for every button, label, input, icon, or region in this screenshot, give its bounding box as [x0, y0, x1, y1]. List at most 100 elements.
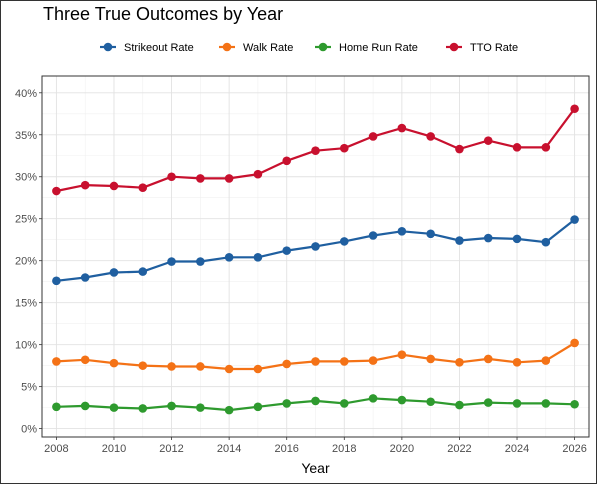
data-point: [570, 338, 579, 348]
data-point: [397, 350, 407, 360]
data-point: [196, 403, 205, 412]
legend-label: Strikeout Rate: [124, 42, 194, 54]
plot-panel-border: [41, 75, 590, 438]
x-tick-label: 2020: [390, 443, 414, 455]
x-tick-label: 2016: [274, 443, 298, 455]
data-point: [426, 397, 435, 407]
data-point: [541, 356, 551, 365]
data-point: [282, 399, 292, 408]
data-point: [368, 394, 378, 403]
data-point: [397, 123, 407, 133]
data-point: [138, 183, 148, 192]
data-point: [512, 357, 522, 367]
data-point: [282, 246, 292, 255]
y-tick-label: 35%: [15, 130, 37, 142]
legend-marker: [222, 42, 232, 52]
data-point: [167, 401, 176, 411]
x-tick-label: 2024: [505, 443, 529, 455]
x-tick-label: 2014: [217, 443, 241, 455]
data-point: [138, 267, 148, 276]
data-point: [224, 174, 234, 183]
data-point: [52, 186, 61, 196]
data-point: [282, 156, 292, 166]
data-point: [570, 215, 579, 224]
legend-marker: [449, 42, 459, 52]
data-point: [541, 237, 551, 247]
data-point: [253, 402, 263, 412]
x-tick-label: 2010: [102, 443, 126, 455]
data-point: [339, 143, 349, 153]
data-point: [52, 276, 61, 286]
data-point: [311, 357, 320, 366]
data-point: [138, 361, 148, 370]
data-point: [368, 132, 378, 141]
data-point: [368, 356, 378, 365]
data-point: [167, 257, 176, 266]
chart-title: Three True Outcomes by Year: [43, 4, 284, 24]
data-point: [80, 401, 90, 411]
legend-item: Strikeout Rate: [100, 42, 194, 54]
legend-label: Walk Rate: [243, 42, 293, 54]
data-point: [541, 143, 551, 152]
y-tick-label: 0%: [21, 424, 37, 436]
data-point: [167, 172, 176, 182]
data-point: [368, 231, 378, 240]
data-point: [52, 402, 61, 412]
x-tick-label: 2026: [562, 443, 586, 455]
y-tick-label: 25%: [15, 214, 37, 226]
data-point: [541, 399, 551, 408]
data-point: [109, 403, 119, 412]
data-point: [224, 364, 234, 374]
data-point: [455, 236, 464, 245]
legend-label: TTO Rate: [470, 42, 518, 54]
data-point: [339, 237, 349, 246]
y-tick-label: 5%: [21, 382, 37, 394]
data-point: [253, 364, 263, 374]
legend-item: Walk Rate: [219, 42, 293, 54]
y-tick-label: 10%: [15, 340, 37, 352]
y-tick-label: 30%: [15, 172, 37, 184]
data-point: [397, 395, 407, 405]
y-tick-label: 40%: [15, 88, 37, 100]
x-tick-label: 2018: [332, 443, 356, 455]
legend-marker: [318, 42, 328, 52]
data-point: [224, 405, 234, 415]
data-point: [455, 144, 464, 154]
data-point: [426, 229, 435, 239]
data-point: [282, 359, 292, 369]
data-point: [455, 357, 464, 367]
data-point: [80, 355, 90, 365]
legend-item: TTO Rate: [446, 42, 518, 54]
data-point: [397, 227, 407, 236]
y-tick-label: 20%: [15, 256, 37, 268]
data-point: [426, 132, 435, 141]
data-point: [570, 104, 579, 114]
x-axis-title: Year: [301, 460, 330, 476]
x-tick-label: 2022: [447, 443, 471, 455]
data-point: [311, 146, 320, 156]
legend-label: Home Run Rate: [339, 42, 418, 54]
data-point: [483, 398, 493, 407]
data-point: [109, 358, 119, 368]
data-point: [80, 180, 90, 190]
data-point: [138, 404, 148, 413]
data-point: [253, 253, 263, 262]
data-point: [167, 362, 176, 371]
x-tick-label: 2008: [44, 443, 68, 455]
x-tick-label: 2012: [159, 443, 183, 455]
data-point: [512, 399, 522, 408]
data-point: [196, 257, 205, 266]
legend-item: Home Run Rate: [315, 42, 418, 54]
data-point: [109, 268, 119, 277]
data-point: [311, 396, 320, 406]
data-point: [512, 143, 522, 152]
data-point: [311, 242, 320, 251]
legend-marker: [103, 42, 113, 52]
data-point: [483, 354, 493, 364]
data-point: [426, 354, 435, 364]
data-point: [109, 181, 119, 191]
data-point: [339, 357, 349, 366]
data-point: [483, 233, 493, 243]
